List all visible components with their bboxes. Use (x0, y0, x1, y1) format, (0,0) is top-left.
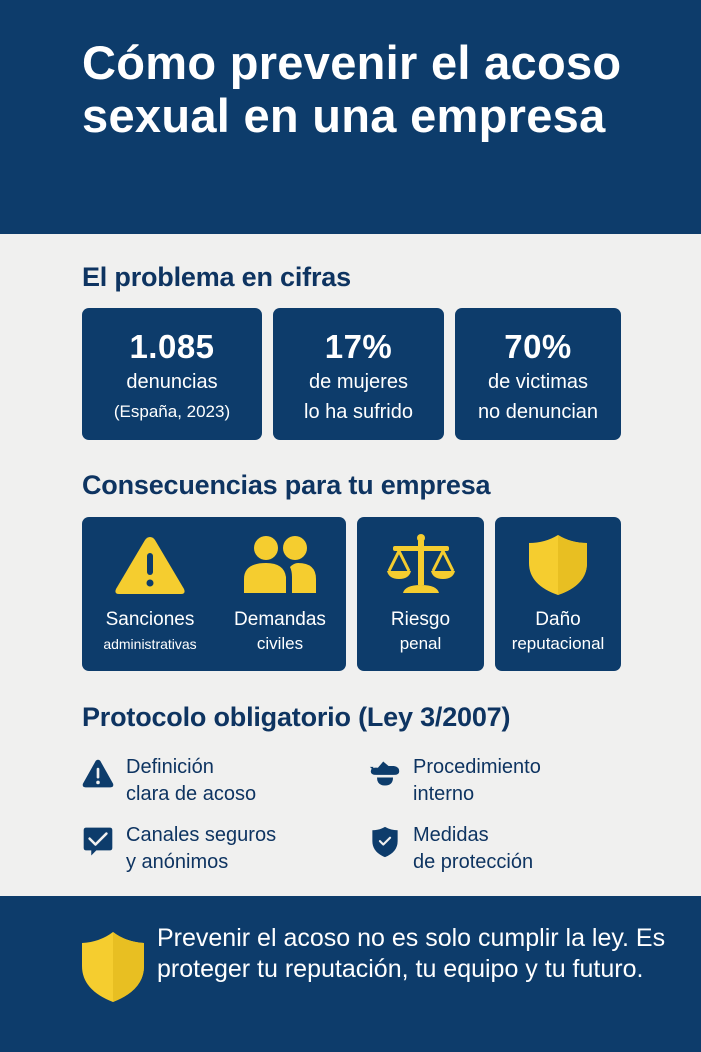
shield-check-icon (372, 826, 398, 858)
shield-icon (529, 535, 587, 595)
protocol-item-definicion: Definición clara de acoso (82, 754, 256, 808)
chat-check-icon (83, 827, 113, 856)
protocol-item-medidas: Medidas de protección (369, 822, 533, 876)
protocol-text: Definición clara de acoso (126, 756, 257, 805)
stat-card-victimas: 70% de victimas no denuncian (455, 308, 621, 440)
section-title-stats: El problema en cifras (82, 262, 351, 292)
consequence-subtitle: reputacional (511, 634, 605, 653)
warning-icon (115, 537, 185, 594)
consequence-title: Demandas (234, 609, 326, 630)
consequence-demandas: Demandas civiles (222, 533, 338, 656)
stat-label-sub: no denuncian (477, 401, 599, 423)
stat-label: denuncias (126, 371, 218, 393)
consequence-card-dano: Daño reputacional (495, 517, 621, 671)
header-banner: Cómo prevenir el acoso sexual en una emp… (0, 0, 701, 234)
warning-icon (82, 759, 114, 788)
stat-label: de victimas (487, 371, 589, 393)
consequence-dano: Daño reputacional (495, 533, 621, 656)
footer-message: Prevenir el acoso no es solo cumplir la … (157, 924, 666, 983)
page-title: Cómo prevenir el acoso sexual en una emp… (82, 36, 622, 142)
stat-label-sub: (España, 2023) (113, 402, 231, 421)
consequence-subtitle: penal (399, 634, 442, 653)
protocol-item-canales: Canales seguros y anónimos (82, 822, 276, 876)
section-title-consequences: Consecuencias para tu empresa (82, 470, 491, 500)
consequence-title: Sanciones (105, 609, 195, 630)
protocol-text: Canales seguros y anónimos (126, 824, 277, 873)
footer-banner: Prevenir el acoso no es solo cumplir la … (0, 896, 701, 1052)
stat-label: de mujeres (309, 371, 408, 393)
section-title-protocol: Protocolo obligatorio (Ley 3/2007) (82, 702, 511, 732)
stat-card-denuncias: 1.085 denuncias (España, 2023) (82, 308, 262, 440)
protocol-text: Medidas de protección (413, 824, 534, 873)
people-icon (244, 536, 316, 593)
consequence-sanciones: Sanciones administrativas (90, 533, 210, 656)
scales-icon (386, 534, 455, 593)
stat-value: 70% (504, 328, 572, 365)
stat-value: 17% (324, 328, 393, 365)
consequence-subtitle: civiles (256, 634, 304, 653)
consequence-riesgo: Riesgo penal (357, 533, 484, 656)
consequence-subtitle: administrativas (103, 636, 197, 652)
hat-icon (369, 761, 400, 786)
consequence-card-riesgo: Riesgo penal (357, 517, 484, 671)
consequence-title: Daño (535, 609, 581, 630)
protocol-text: Procedimiento interno (413, 756, 541, 805)
shield-icon (82, 932, 144, 1002)
consequence-card-group: Sanciones administrativas Demandas civil… (82, 517, 346, 671)
stat-value: 1.085 (129, 328, 215, 365)
stat-label-sub: lo ha sufrido (304, 401, 413, 423)
consequence-title: Riesgo (390, 609, 451, 630)
stat-card-mujeres: 17% de mujeres lo ha sufrido (273, 308, 444, 440)
protocol-item-procedimiento: Procedimiento interno (369, 754, 541, 808)
